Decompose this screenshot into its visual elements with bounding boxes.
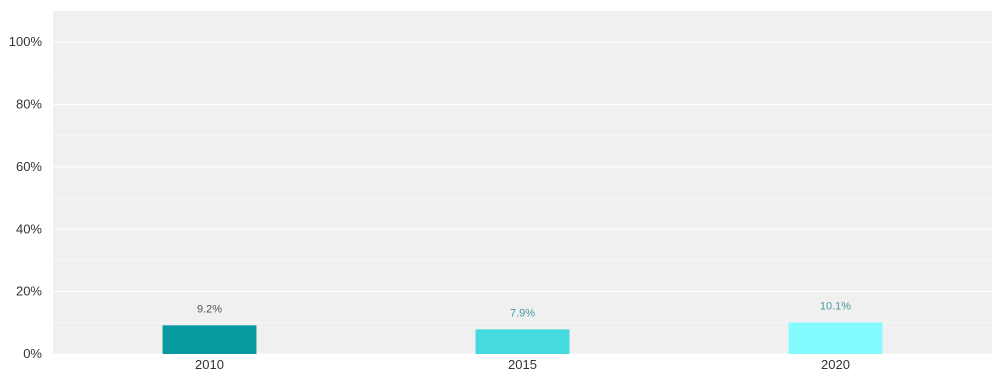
y-tick-label: 100% [9, 34, 43, 49]
y-tick-label: 20% [16, 284, 42, 299]
y-axis: 0% 20% 40% 60% 80% 100% [9, 34, 43, 361]
y-tick-label: 60% [16, 159, 42, 174]
gridlines [53, 41, 992, 355]
bar-2020 [788, 322, 883, 354]
y-tick-label: 80% [16, 97, 42, 112]
data-labels: 9.2% 7.9% 10.1% [197, 301, 851, 320]
plot-area [53, 11, 992, 354]
bars [162, 322, 883, 354]
y-tick-label: 0% [23, 346, 42, 361]
data-label: 7.9% [510, 307, 535, 319]
bar-2015 [475, 329, 570, 354]
x-tick-label: 2020 [821, 357, 850, 371]
x-tick-label: 2010 [195, 357, 224, 371]
y-tick-label: 40% [16, 221, 42, 236]
x-axis: 2010 2015 2020 [195, 357, 850, 371]
data-label: 9.2% [197, 303, 222, 315]
x-tick-label: 2015 [508, 357, 537, 371]
data-label: 10.1% [820, 301, 851, 313]
bar-2010 [162, 325, 257, 354]
